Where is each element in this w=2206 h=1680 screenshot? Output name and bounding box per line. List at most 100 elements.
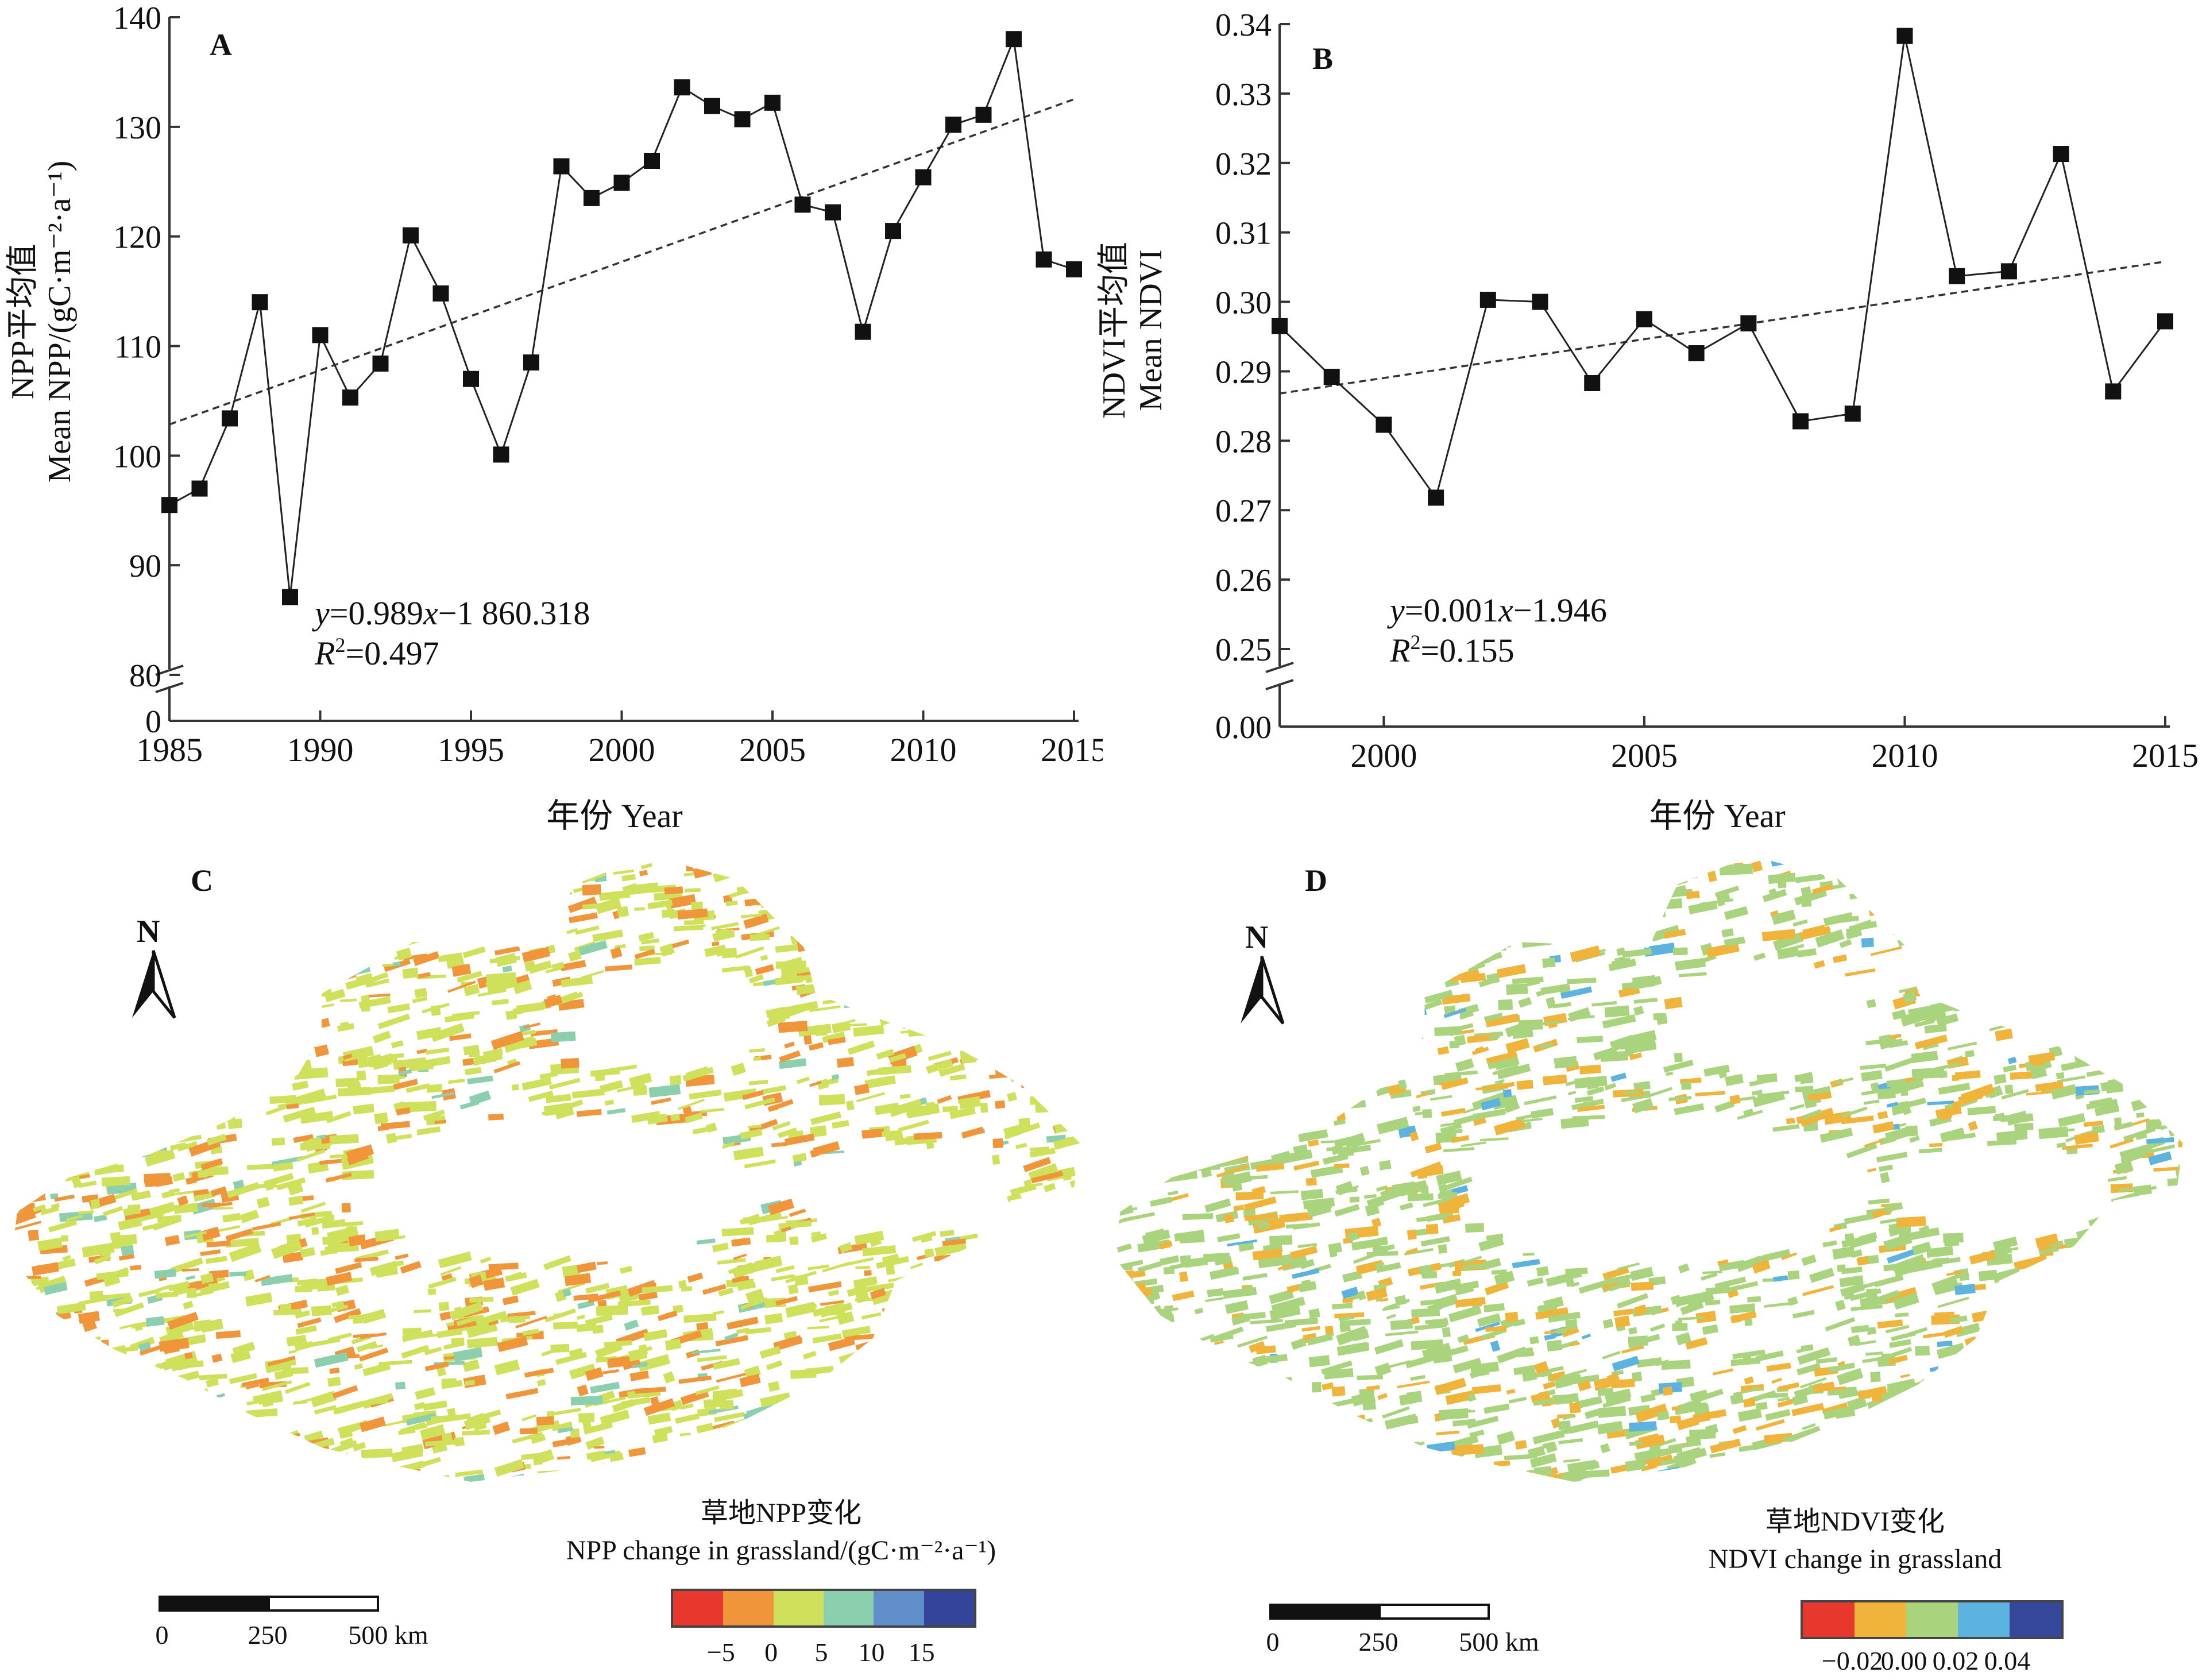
map-cell <box>1886 1248 1918 1264</box>
map-cell <box>2019 1012 2029 1022</box>
map-cell <box>246 1408 278 1418</box>
map-cell <box>512 1432 543 1444</box>
map-cell <box>1385 952 1403 963</box>
map-cell <box>2050 1407 2081 1415</box>
map-cell <box>768 1381 780 1392</box>
map-cell <box>494 1359 520 1376</box>
map-cell <box>1243 928 1271 938</box>
map-cell <box>847 940 865 948</box>
map-cell <box>59 1362 87 1370</box>
map-cell <box>970 1431 990 1446</box>
map-cell <box>145 1034 173 1041</box>
map-cell <box>725 1462 752 1476</box>
map-cell <box>1328 1038 1358 1043</box>
map-cell <box>120 994 152 1009</box>
map-cell <box>2184 904 2203 913</box>
map-cell <box>276 1430 299 1442</box>
map-cell <box>1377 1117 1409 1135</box>
map-cell <box>26 1306 36 1317</box>
map-cell <box>570 1395 603 1405</box>
map-cell <box>492 999 509 1006</box>
map-cell <box>1792 1310 1815 1319</box>
map-cell <box>2149 1005 2172 1013</box>
map-cell <box>2044 1453 2074 1466</box>
map-cell <box>963 1003 994 1020</box>
map-cell <box>2127 1272 2155 1286</box>
map-cell <box>1301 936 1320 946</box>
map-cell <box>34 1060 50 1070</box>
map-cell <box>394 933 420 946</box>
map-cell <box>1002 1428 1017 1437</box>
map-cell <box>1424 1142 1442 1154</box>
map-cell <box>934 1393 960 1405</box>
map-cell <box>1040 914 1054 920</box>
map-cell <box>2071 1009 2081 1017</box>
map-cell <box>1578 1280 1608 1294</box>
map-cell <box>2025 1458 2049 1473</box>
map-cell <box>2023 1282 2055 1296</box>
map-cell <box>181 1268 199 1272</box>
map-cell <box>1268 1480 1291 1482</box>
map-cell <box>52 1447 68 1457</box>
map-cell <box>1357 1290 1367 1301</box>
map-cell <box>1052 1103 1064 1112</box>
map-cell <box>1300 1188 1323 1200</box>
map-cell <box>165 1018 179 1025</box>
map-cell <box>1786 1118 1795 1125</box>
map-cell <box>1768 872 1796 885</box>
map-cell <box>1971 878 1980 889</box>
map-cell <box>2110 1005 2122 1017</box>
map-cell <box>1719 863 1753 876</box>
map-cell <box>1730 1310 1757 1324</box>
map-cell <box>1389 1072 1399 1077</box>
map-cell <box>2131 910 2156 917</box>
map-cell <box>1527 1277 1544 1287</box>
map-cell <box>400 1261 422 1274</box>
map-cell <box>494 945 520 956</box>
map-cell <box>872 1472 903 1480</box>
map-cell <box>1288 879 1303 891</box>
map-cell <box>867 1403 897 1412</box>
map-cell <box>72 1336 101 1347</box>
map-cell <box>1150 1196 1173 1207</box>
map-cell <box>987 999 1021 1005</box>
map-cell <box>1143 1419 1152 1425</box>
map-cell <box>1467 1393 1477 1402</box>
map-cell <box>1331 1472 1345 1482</box>
map-cell <box>261 1274 293 1287</box>
map-cell <box>2142 976 2164 986</box>
map-cell <box>2035 1401 2058 1412</box>
map-cell <box>1936 1342 1965 1360</box>
map-cell <box>960 889 987 904</box>
map-cell <box>2074 980 2104 989</box>
map-cell <box>1539 1043 1553 1049</box>
map-cell <box>1188 965 1216 974</box>
map-cell <box>1052 1292 1061 1301</box>
map-cell <box>33 1106 43 1113</box>
data-point-2000 <box>613 175 630 191</box>
map-cell <box>1081 1104 1103 1116</box>
map-cell <box>1209 1266 1238 1280</box>
map-cell <box>430 1005 441 1016</box>
map-cell <box>1499 1435 1514 1442</box>
map-cell <box>1933 1412 1950 1426</box>
map-cell <box>1702 1270 1722 1275</box>
map-cell <box>2028 1304 2055 1322</box>
map-cell <box>1333 1021 1354 1037</box>
x-tick-label: 2015 <box>1041 731 1103 768</box>
map-cell <box>793 1160 802 1167</box>
map-cell <box>1091 910 1103 918</box>
map-cell <box>1666 1071 1674 1076</box>
map-cell <box>624 1319 639 1331</box>
map-cell <box>431 1415 459 1422</box>
map-cell <box>1191 1378 1212 1393</box>
map-cell <box>1663 1060 1694 1073</box>
map-cell <box>1974 927 2002 946</box>
map-cell <box>130 1265 142 1270</box>
map-cell <box>1637 856 1660 864</box>
map-cell <box>48 1142 60 1153</box>
scale-label-250: 250 <box>1358 1627 1398 1656</box>
map-cell <box>1038 1345 1051 1357</box>
map-cell <box>1376 1262 1401 1273</box>
map-cell <box>924 1248 934 1258</box>
